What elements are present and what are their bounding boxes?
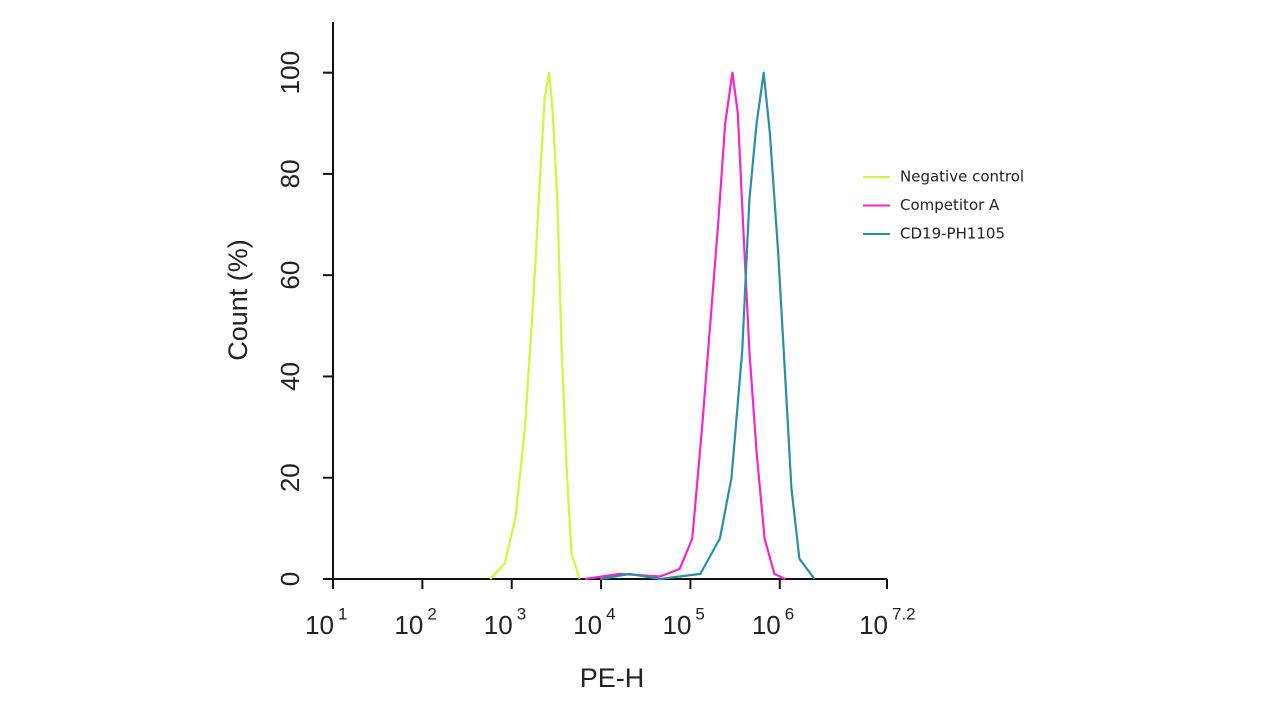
legend-label: Negative control [900,168,1024,186]
x-tick-label: 10 [305,610,334,640]
series-line [584,71,786,581]
y-tick-label: 20 [275,463,305,492]
y-tick-label: 60 [275,261,305,290]
x-tick-label: 10 [573,610,602,640]
x-tick-label: 10 [662,610,691,640]
series-line [489,71,581,580]
x-tick-superscript: 1 [338,604,347,623]
x-tick-superscript: 7.2 [892,604,916,623]
x-tick-superscript: 6 [785,604,794,623]
x-tick-superscript: 2 [427,604,436,623]
y-tick-label: 100 [275,51,305,94]
x-tick-label: 10 [394,610,423,640]
x-tick-label: 10 [752,610,781,640]
x-tick-label: 10 [859,610,888,640]
series-line [600,71,816,581]
x-tick-label: 10 [484,610,513,640]
y-tick-label: 0 [275,572,305,586]
legend-label: Competitor A [900,196,1000,214]
x-axis-title: PE-H [580,663,645,693]
x-tick-superscript: 4 [606,604,615,623]
legend-label: CD19-PH1105 [900,225,1005,243]
y-tick-label: 40 [275,362,305,391]
x-tick-superscript: 5 [695,604,704,623]
y-tick-label: 80 [275,159,305,188]
x-tick-superscript: 3 [517,604,526,623]
y-axis-title: Count (%) [223,239,253,361]
